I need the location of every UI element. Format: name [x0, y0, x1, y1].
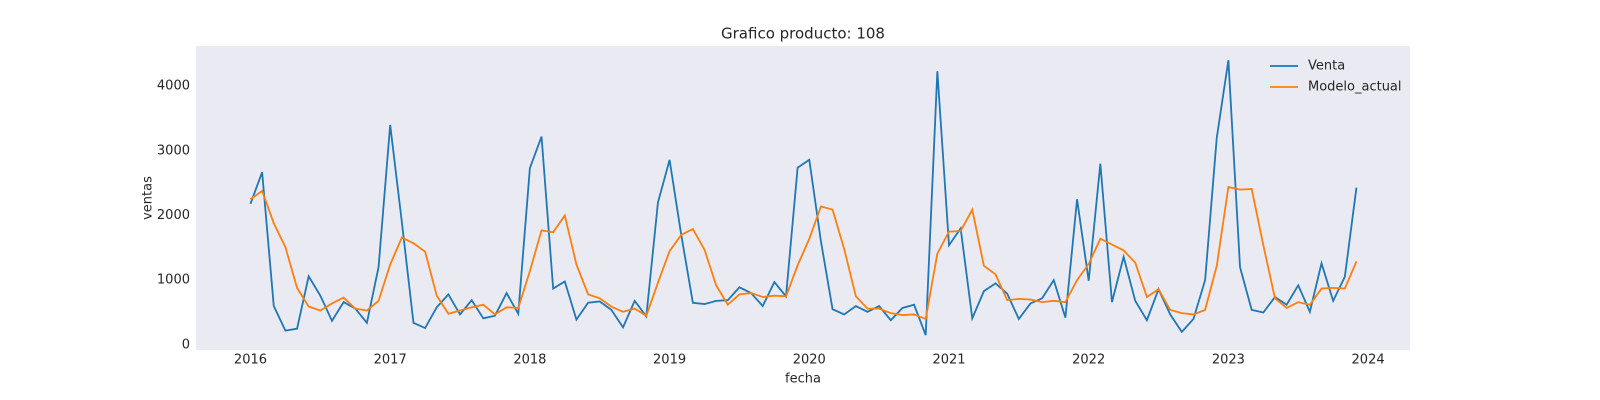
y-tick-label: 3000: [157, 143, 190, 158]
x-tick-label: 2020: [793, 353, 826, 368]
x-tick-label: 2016: [234, 353, 267, 368]
legend: Venta Modelo_actual: [1270, 59, 1402, 95]
series-line: [249, 60, 1358, 336]
y-tick-label: 4000: [157, 79, 190, 94]
x-tick-label: 2024: [1352, 353, 1385, 368]
legend-label: Venta: [1308, 59, 1345, 74]
legend-label: Modelo_actual: [1308, 80, 1402, 95]
chart-title: Grafico producto: 108: [721, 25, 885, 43]
x-tick-label: 2023: [1212, 353, 1245, 368]
y-tick-label: 1000: [157, 273, 190, 288]
series-line: [249, 185, 1358, 321]
plot-area: [196, 46, 1410, 350]
y-tick-label: 2000: [157, 208, 190, 223]
x-tick-label: 2018: [513, 353, 546, 368]
x-tick-label: 2019: [653, 353, 686, 368]
y-tick-label: 0: [182, 337, 190, 352]
x-tick-label: 2022: [1072, 353, 1105, 368]
x-axis-label: fecha: [785, 372, 821, 387]
x-tick-label: 2017: [374, 353, 407, 368]
x-tick-label: 2021: [932, 353, 965, 368]
y-axis-label: ventas: [141, 176, 156, 220]
